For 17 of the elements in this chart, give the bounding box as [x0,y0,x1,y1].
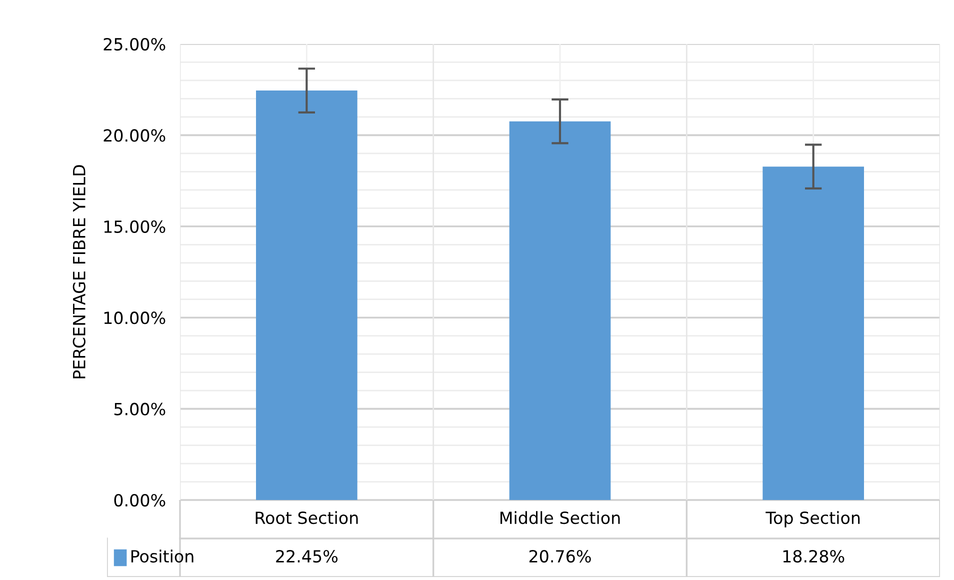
x-tick-label: Top Section [766,511,860,528]
y-tick-label: 20.00% [104,129,166,142]
y-tick-label: 10.00% [104,312,166,324]
y-tick-label: 15.00% [104,220,166,233]
bar [256,90,358,500]
x-tick-label: Middle Section [500,511,620,524]
data-label: 20.76% [529,550,591,563]
y-axis-title: PERCENTAGE FIBRE YIELD [72,165,86,378]
bar [509,121,611,500]
data-label: 18.28% [783,550,844,563]
data-label: 22.45% [276,550,338,563]
x-tick-label: Root Section [256,511,358,524]
y-tick-label: 0.00% [114,494,166,507]
bar [762,166,864,500]
legend-label: Position [131,550,194,563]
y-tick-label: 25.00% [104,38,166,51]
y-tick-label: 5.00% [114,402,166,416]
